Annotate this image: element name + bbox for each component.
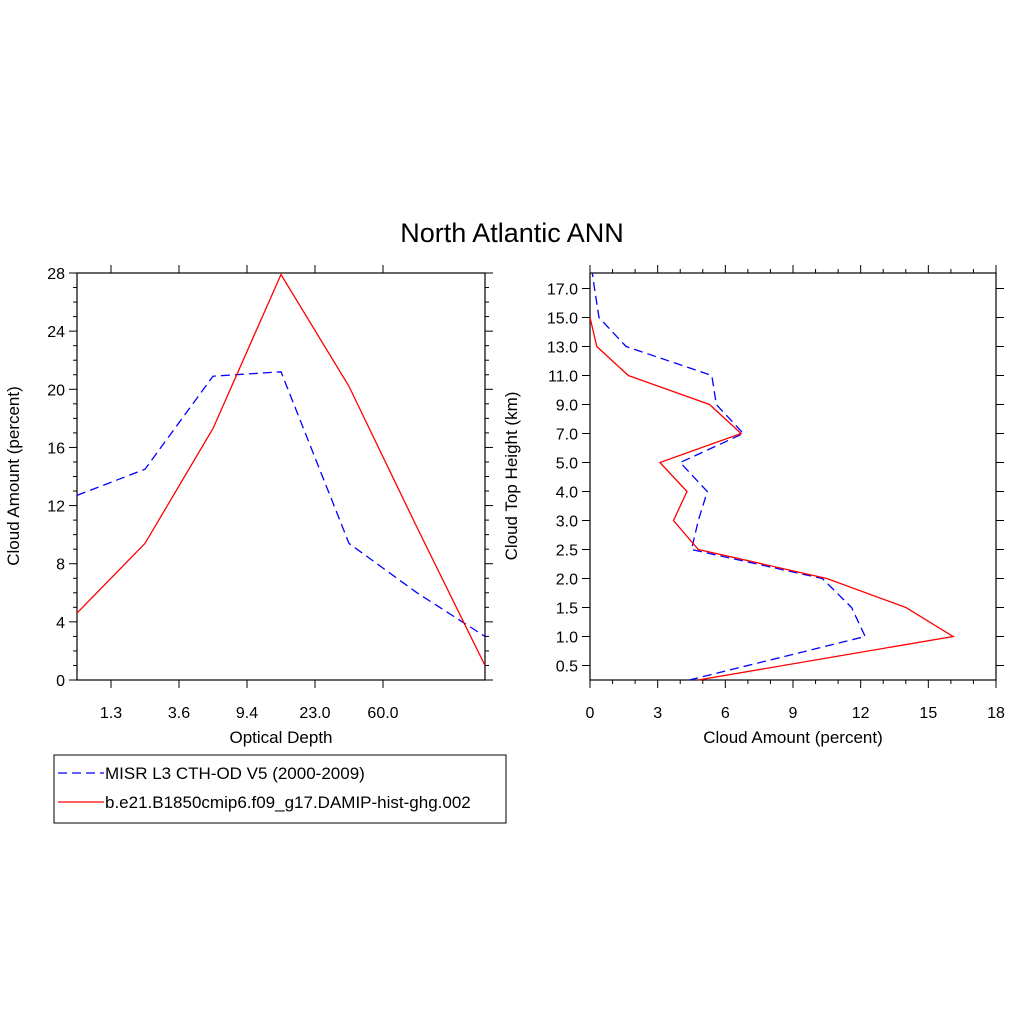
legend-label-model: b.e21.B1850cmip6.f09_g17.DAMIP-hist-ghg.… [105,793,471,812]
left-y-tick-label: 16 [47,440,65,457]
right-x-tick-label: 18 [987,705,1005,722]
right-y-tick-label: 3.0 [556,514,578,531]
right-series-misr-line [591,272,867,681]
right-y-tick-label: 17.0 [547,282,578,299]
right-y-tick-label: 15.0 [547,311,578,328]
left-y-tick-label: 20 [47,382,65,399]
right-y-tick-label: 13.0 [547,340,578,357]
right-y-tick-label: 1.0 [556,630,578,647]
left-x-tick-label: 9.4 [236,705,258,722]
left-y-tick-label: 0 [56,673,65,690]
right-y-tick-label: 0.5 [556,659,578,676]
right-axis-ticks: 0.5 1.0 1.5 2.0 2.5 3.0 4.0 5.0 7.0 9.0 11.0 13.0 15… [547,265,1005,722]
right-y-tick-label: 5.0 [556,456,578,473]
right-x-tick-label: 3 [653,705,662,722]
left-series-misr-line [76,371,486,637]
left-series-group [76,273,486,666]
chart-title: North Atlantic ANN [400,218,624,248]
left-series-model-line [76,273,486,666]
left-y-tick-label: 12 [47,499,65,516]
left-x-tick-label: 1.3 [100,705,122,722]
left-x-tick-label: 3.6 [168,705,190,722]
right-y-tick-label: 1.5 [556,601,578,618]
left-y-tick-label: 24 [47,324,65,341]
left-y-axis-title: Cloud Amount (percent) [4,386,23,566]
left-axis-ticks: 0 4 8 12 16 20 24 28 1.3 3.6 9.4 23.0 60.0 [47,265,493,722]
right-y-tick-label: 7.0 [556,427,578,444]
left-x-tick-label: 23.0 [299,705,330,722]
right-x-tick-label: 6 [721,705,730,722]
right-x-axis-title: Cloud Amount (percent) [703,728,883,747]
right-y-tick-label: 11.0 [548,369,578,386]
right-panel: 0.5 1.0 1.5 2.0 2.5 3.0 4.0 5.0 7.0 9.0 11.0 13.0 15… [502,265,1005,747]
right-y-tick-label: 9.0 [556,398,578,415]
legend-box [53,754,507,824]
left-panel: 0 4 8 12 16 20 24 28 1.3 3.6 9.4 23.0 60.0 Optical D… [4,265,493,747]
right-x-tick-label: 0 [586,705,595,722]
left-x-axis-title: Optical Depth [230,728,333,747]
left-y-tick-label: 4 [56,615,65,632]
left-x-tick-label: 60.0 [367,705,398,722]
right-series-model-line [589,317,955,681]
right-series-group [589,272,955,681]
left-y-tick-label: 28 [47,266,65,283]
right-y-axis-title: Cloud Top Height (km) [502,392,521,561]
legend-label-misr: MISR L3 CTH-OD V5 (2000-2009) [105,764,365,783]
right-y-tick-label: 2.0 [556,572,578,589]
left-y-tick-label: 8 [56,557,65,574]
right-x-tick-label: 12 [852,705,870,722]
right-y-tick-label: 4.0 [556,485,578,502]
right-x-tick-label: 15 [919,705,937,722]
right-y-tick-label: 2.5 [556,543,578,560]
right-x-tick-label: 9 [789,705,798,722]
legend: MISR L3 CTH-OD V5 (2000-2009) b.e21.B185… [53,754,507,824]
